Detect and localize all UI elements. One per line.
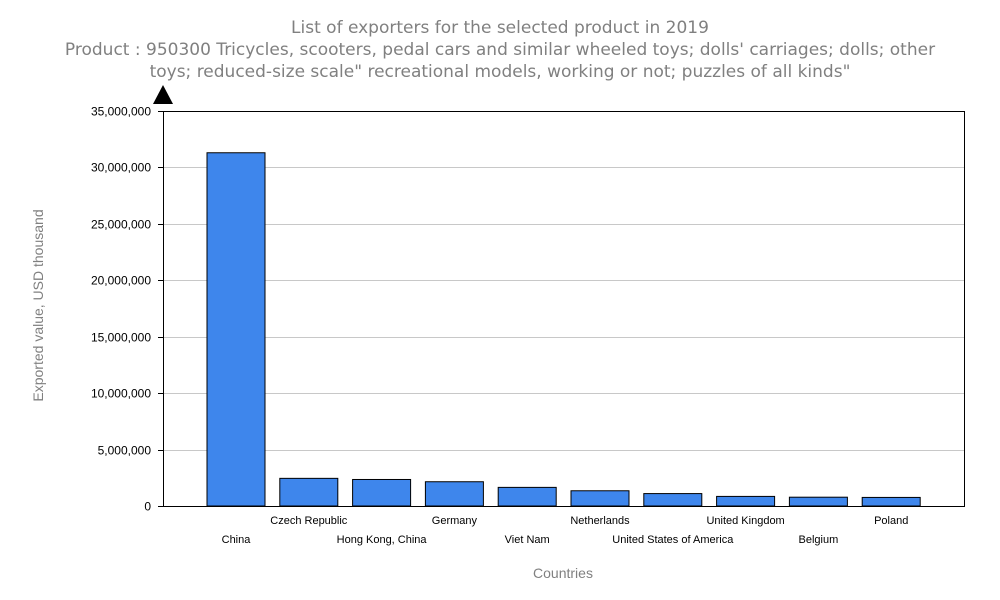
bar-china[interactable]	[206, 152, 266, 507]
x-category-label: United States of America	[612, 534, 734, 546]
y-axis-ticks: 0 5,000,000 10,000,000 15,000,000 20,000,000…	[91, 105, 163, 514]
gridlines	[163, 167, 964, 451]
x-axis-category-labels: China Czech Republic Hong Kong, China Germa…	[222, 515, 909, 546]
x-category-label: Netherlands	[570, 515, 630, 527]
bar-czech-republic[interactable]	[279, 477, 339, 507]
y-tick-label: 10,000,000	[91, 387, 151, 401]
bar-united-states-of-america[interactable]	[643, 493, 703, 507]
y-tick-label: 0	[144, 500, 151, 514]
y-tick-label: 15,000,000	[91, 331, 151, 345]
x-category-label: Belgium	[799, 534, 839, 546]
bar-viet-nam[interactable]	[497, 486, 557, 507]
x-category-label: Czech Republic	[270, 515, 348, 527]
y-tick-label: 30,000,000	[91, 161, 151, 175]
bar-poland[interactable]	[861, 496, 921, 507]
chart-title: List of exporters for the selected produ…	[291, 18, 709, 38]
chart-subtitle-line-2: toys; reduced-size scale" recreational m…	[149, 62, 851, 82]
y-axis-title: Exported value, USD thousand	[30, 209, 46, 401]
bar-hong-kong-china[interactable]	[352, 478, 412, 507]
bar-netherlands[interactable]	[570, 490, 630, 507]
y-tick-label: 20,000,000	[91, 274, 151, 288]
y-tick-label: 35,000,000	[91, 105, 151, 119]
bars	[206, 152, 921, 507]
x-category-label: Germany	[432, 515, 478, 527]
x-category-label: China	[222, 534, 252, 546]
bar-belgium[interactable]	[788, 496, 848, 507]
plot-area-frame	[163, 111, 965, 507]
bar-germany[interactable]	[424, 481, 484, 507]
x-category-label: Viet Nam	[505, 534, 550, 546]
y-axis-arrow-icon	[153, 85, 173, 104]
x-category-label: Hong Kong, China	[337, 534, 428, 546]
x-category-label: United Kingdom	[706, 515, 784, 527]
x-axis-title: Countries	[533, 565, 593, 581]
y-tick-label: 5,000,000	[98, 444, 152, 458]
y-tick-label: 25,000,000	[91, 218, 151, 232]
x-category-label: Poland	[874, 515, 908, 527]
bar-united-kingdom[interactable]	[716, 495, 776, 507]
chart-subtitle-line-1: Product : 950300 Tricycles, scooters, pe…	[64, 40, 936, 60]
